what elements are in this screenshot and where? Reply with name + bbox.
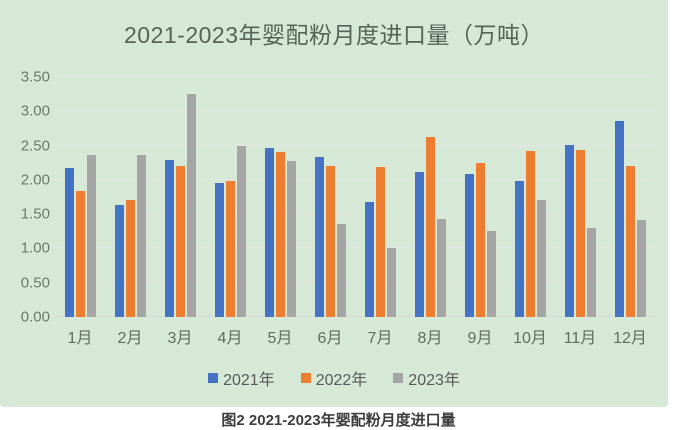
- bar-group-4月: [205, 77, 255, 317]
- bar-2021年-11月: [564, 144, 574, 317]
- y-tick-label: 0.50: [20, 274, 50, 292]
- bar-2022年-6月: [325, 165, 335, 317]
- bar-2022年-9月: [475, 163, 485, 317]
- y-tick-label: 1.00: [20, 239, 50, 257]
- x-tick-label: 8月: [417, 330, 443, 347]
- x-tick-label: 1月: [67, 330, 93, 347]
- bar-group-11月: [555, 77, 605, 317]
- x-tick-label: 10月: [513, 330, 547, 347]
- x-axis-labels: 1月 2月 3月 4月 5月 6月 7月 8月 9月 10月 11月 12月: [55, 324, 655, 348]
- plot-area: [55, 76, 655, 317]
- bar-2022年-8月: [425, 137, 435, 317]
- x-tick-label: 12月: [613, 330, 647, 347]
- legend-item-2021年: 2021年: [208, 366, 275, 390]
- gridline: [55, 247, 655, 249]
- bar-2021年-8月: [414, 171, 424, 317]
- legend-label: 2022年: [315, 372, 368, 389]
- bar-2022年-5月: [275, 152, 285, 317]
- x-tick-label: 5月: [267, 330, 293, 347]
- bar-group-3月: [155, 77, 205, 317]
- bar-group-1月: [55, 77, 105, 317]
- bar-2022年-3月: [175, 166, 185, 317]
- bar-2021年-1月: [64, 168, 74, 317]
- bar-2023年-5月: [286, 161, 296, 317]
- x-tick-label: 4月: [217, 330, 243, 347]
- x-tick-label: 6月: [317, 330, 343, 347]
- bar-2022年-2月: [125, 200, 135, 317]
- bar-group-9月: [455, 77, 505, 317]
- bar-2023年-2月: [136, 155, 146, 317]
- y-tick-label: 0.00: [20, 308, 50, 326]
- legend-swatch-icon: [393, 373, 404, 383]
- bar-group-5月: [255, 77, 305, 317]
- legend: 2021年 2022年 2023年: [0, 366, 668, 390]
- x-tick-label: 11月: [563, 330, 597, 347]
- gridline: [55, 213, 655, 215]
- gridline: [55, 110, 655, 112]
- x-tick-label: 7月: [367, 330, 393, 347]
- bar-2021年-6月: [314, 156, 324, 317]
- legend-item-2023年: 2023年: [393, 366, 460, 390]
- bar-2023年-9月: [486, 231, 496, 317]
- figure-caption: 图2 2021-2023年婴配粉月度进口量: [221, 412, 456, 429]
- bar-group-12月: [605, 77, 655, 317]
- bar-2023年-1月: [86, 155, 96, 317]
- bar-2022年-12月: [625, 165, 635, 317]
- bar-2021年-9月: [464, 173, 474, 317]
- bar-2021年-2月: [114, 205, 124, 317]
- y-tick-label: 2.50: [20, 137, 50, 155]
- x-tick-label: 9月: [467, 330, 493, 347]
- x-tick-label: 3月: [167, 330, 193, 347]
- y-axis-labels: 0.00 0.50 1.00 1.50 2.00 2.50 3.00 3.50: [14, 69, 50, 326]
- x-tick-label: 2月: [117, 330, 143, 347]
- bar-group-6月: [305, 77, 355, 317]
- bar-2022年-1月: [75, 190, 85, 317]
- bar-2022年-4月: [225, 181, 235, 317]
- bar-2022年-10月: [525, 151, 535, 317]
- chart-panel: 2021-2023年婴配粉月度进口量（万吨） 0.00 0.50 1.00 1.50 2…: [0, 0, 668, 407]
- gridline: [55, 144, 655, 146]
- bar-group-8月: [405, 77, 455, 317]
- gridline: [55, 281, 655, 283]
- bar-2023年-8月: [436, 218, 446, 317]
- bar-2023年-3月: [186, 94, 196, 317]
- bar-2022年-7月: [375, 166, 385, 317]
- bar-2021年-5月: [264, 147, 274, 317]
- legend-swatch-icon: [208, 373, 219, 383]
- bar-2021年-4月: [214, 183, 224, 317]
- bar-group-10月: [505, 77, 555, 317]
- bar-2023年-10月: [536, 200, 546, 317]
- bar-2021年-12月: [614, 120, 624, 317]
- legend-swatch-icon: [300, 373, 311, 383]
- bar-2023年-4月: [236, 146, 246, 317]
- bar-2021年-3月: [164, 160, 174, 317]
- bar-2023年-12月: [636, 219, 646, 317]
- bar-2023年-11月: [586, 227, 596, 317]
- gridline: [55, 178, 655, 180]
- bar-2021年-7月: [364, 201, 374, 317]
- y-tick-label: 3.50: [20, 68, 50, 86]
- legend-item-2022年: 2022年: [300, 366, 368, 390]
- chart-title: 2021-2023年婴配粉月度进口量（万吨）: [124, 22, 544, 48]
- y-tick-label: 1.50: [20, 205, 50, 223]
- bar-2023年-6月: [336, 223, 346, 317]
- legend-label: 2023年: [408, 372, 460, 389]
- gridline: [55, 76, 655, 77]
- bar-group-7月: [355, 77, 405, 317]
- y-tick-label: 3.00: [20, 102, 50, 120]
- bar-2022年-11月: [575, 149, 585, 317]
- bar-group-2月: [105, 77, 155, 317]
- y-tick-label: 2.00: [20, 171, 50, 189]
- bar-2023年-7月: [386, 248, 396, 317]
- bar-2021年-10月: [514, 181, 524, 317]
- legend-label: 2021年: [223, 372, 275, 389]
- gridline: [55, 316, 655, 317]
- bar-groups: [55, 77, 655, 317]
